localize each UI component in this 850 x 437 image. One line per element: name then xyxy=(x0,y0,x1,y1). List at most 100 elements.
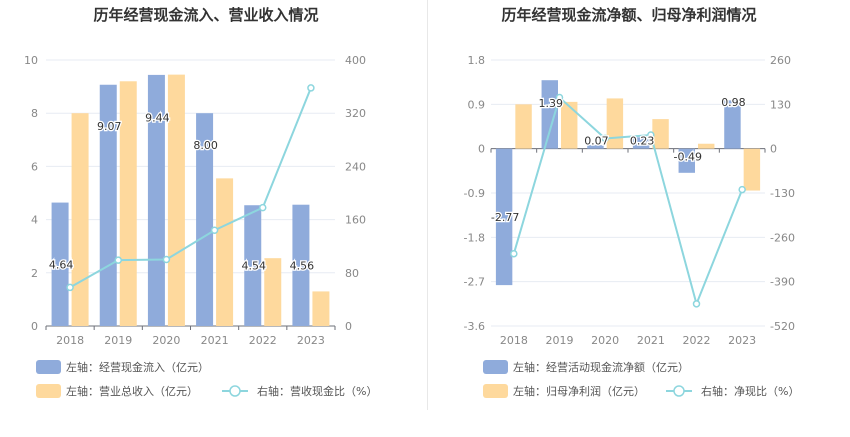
bar-secondary xyxy=(561,101,578,149)
left-axis-tick-label: 1.8 xyxy=(468,54,486,67)
left-axis-tick-label: -1.8 xyxy=(464,231,485,244)
x-axis-tick-label: 2018 xyxy=(56,334,84,347)
legend-item[interactable]: 左轴：营业总收入（亿元） xyxy=(36,384,198,398)
legend-label: 左轴：经营现金流入（亿元） xyxy=(66,360,209,374)
bar-data-label: 8.00 xyxy=(193,139,218,152)
bar-data-label: -0.49 xyxy=(674,151,702,164)
left-axis-tick-label: 8 xyxy=(31,107,38,120)
x-axis-tick-label: 2021 xyxy=(201,334,229,347)
x-axis-tick-label: 2019 xyxy=(546,334,574,347)
left-axis-tick-label: 0 xyxy=(478,143,485,156)
right-axis-tick-label: 240 xyxy=(345,160,366,173)
left-axis-tick-label: 2 xyxy=(31,267,38,280)
left-axis-tick-label: 10 xyxy=(24,54,38,67)
ratio-point xyxy=(692,300,701,308)
left-axis-tick-label: -0.9 xyxy=(464,187,485,200)
bar-data-label: 1.39 xyxy=(539,97,564,110)
bar-secondary xyxy=(119,81,137,326)
cash-inflow-revenue-chart: 历年经营现金流入、营业收入情况 0 2 4 6 8 10 0 80 160 240 320 400 201… xyxy=(24,6,377,398)
bar-primary xyxy=(147,74,165,327)
bar-primary xyxy=(51,202,69,326)
bar-data-label: 9.07 xyxy=(97,120,122,133)
bar-primary xyxy=(196,113,214,326)
legend-marker-icon xyxy=(229,385,241,397)
right-axis-tick-label: 130 xyxy=(770,98,791,111)
bar-primary xyxy=(292,204,310,326)
right-axis-tick-label: 320 xyxy=(345,107,366,120)
bar-secondary xyxy=(743,148,761,191)
bar-primary xyxy=(724,100,741,149)
x-axis-tick-label: 2022 xyxy=(249,334,277,347)
left-axis-tick-label: 0.9 xyxy=(468,98,486,111)
bar-primary xyxy=(99,84,117,326)
legend-item[interactable]: 右轴：净现比（%） xyxy=(666,384,799,398)
legend-label: 左轴：经营活动现金流净额（亿元） xyxy=(513,360,689,374)
left-axis-tick-label: -3.6 xyxy=(464,320,485,333)
bar-secondary xyxy=(71,113,89,326)
legend-swatch-icon xyxy=(483,384,508,398)
legend-label: 左轴：归母净利润（亿元） xyxy=(513,384,645,398)
x-axis-tick-label: 2019 xyxy=(104,334,132,347)
ratio-point xyxy=(114,256,122,264)
chart-title: 历年经营现金流净额、归母净利润情况 xyxy=(501,6,756,24)
bar-data-label: 0.98 xyxy=(721,96,746,109)
right-axis-tick-label: 0 xyxy=(770,143,777,156)
bar-primary xyxy=(587,145,604,149)
bar-primary xyxy=(678,148,695,173)
x-axis-tick-label: 2023 xyxy=(728,334,756,347)
ratio-point xyxy=(601,134,609,143)
legend-label: 右轴：净现比（%） xyxy=(701,384,799,398)
ratio-line xyxy=(512,95,744,307)
right-axis-tick-label: -260 xyxy=(770,231,795,244)
right-axis-tick-label: 260 xyxy=(770,54,791,67)
bar-secondary xyxy=(312,291,330,326)
left-axis-tick-label: -2.7 xyxy=(464,276,485,289)
right-axis-tick-label: 160 xyxy=(345,214,366,227)
bar-secondary xyxy=(606,98,624,149)
x-axis-tick-label: 2021 xyxy=(637,334,665,347)
ratio-point xyxy=(162,255,171,264)
right-axis-tick-label: -130 xyxy=(770,187,795,200)
right-axis-tick-label: 400 xyxy=(345,54,366,67)
bar-primary xyxy=(495,148,513,286)
right-axis-tick-label: -390 xyxy=(770,276,795,289)
bar-secondary xyxy=(264,258,282,326)
bar-primary xyxy=(632,137,650,149)
x-axis-tick-label: 2020 xyxy=(152,334,180,347)
x-axis-tick-label: 2018 xyxy=(500,334,528,347)
ratio-point xyxy=(307,84,315,92)
bar-primary xyxy=(244,205,262,326)
ratio-point xyxy=(738,185,746,194)
left-axis-tick-label: 4 xyxy=(31,214,38,227)
right-axis-tick-label: 80 xyxy=(345,267,359,280)
net-cashflow-profit-chart: 历年经营现金流净额、归母净利润情况 -3.6 -2.7 -1.8 -0.9 0 0.9 1.8… xyxy=(464,6,799,398)
ratio-point xyxy=(510,249,518,258)
legend-label: 左轴：营业总收入（亿元） xyxy=(66,384,198,398)
bar-secondary xyxy=(216,178,234,326)
bar-data-label: 0.23 xyxy=(630,135,655,148)
bar-data-label: 4.64 xyxy=(49,258,74,271)
ratio-line xyxy=(69,87,312,289)
right-axis-tick-label: -520 xyxy=(770,320,795,333)
bar-data-label: 4.56 xyxy=(290,259,315,272)
legend-marker-icon xyxy=(673,385,685,397)
legend-item[interactable]: 右轴：营收现金比（%） xyxy=(222,384,377,398)
legend-item[interactable]: 左轴：经营活动现金流净额（亿元） xyxy=(483,360,689,374)
ratio-point xyxy=(647,131,655,139)
ratio-point xyxy=(555,93,564,102)
ratio-point xyxy=(210,226,219,234)
left-axis-tick-label: 6 xyxy=(31,160,38,173)
legend-item[interactable]: 左轴：经营现金流入（亿元） xyxy=(36,360,209,374)
legend-item[interactable]: 左轴：归母净利润（亿元） xyxy=(483,384,645,398)
x-axis-tick-label: 2023 xyxy=(297,334,325,347)
ratio-point xyxy=(259,203,267,212)
bar-data-label: -2.77 xyxy=(491,211,519,224)
chart-title: 历年经营现金流入、营业收入情况 xyxy=(93,6,318,24)
panel-divider xyxy=(427,0,428,410)
bar-secondary xyxy=(515,104,532,149)
bar-secondary xyxy=(698,143,715,149)
right-axis-tick-label: 0 xyxy=(345,320,352,333)
legend-swatch-icon xyxy=(483,360,508,374)
x-axis-tick-label: 2022 xyxy=(683,334,711,347)
